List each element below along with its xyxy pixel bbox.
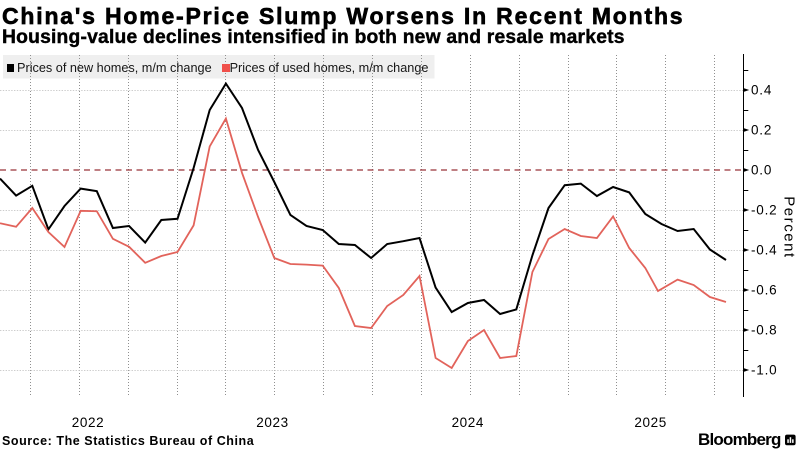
svg-text:0.4: 0.4 (751, 83, 772, 98)
svg-text:2024: 2024 (452, 415, 484, 430)
svg-text:-0.6: -0.6 (751, 283, 777, 298)
svg-text:2025: 2025 (634, 415, 666, 430)
svg-text:0.2: 0.2 (751, 123, 772, 138)
svg-text:-1.0: -1.0 (751, 363, 777, 378)
svg-text:0.0: 0.0 (751, 163, 772, 178)
svg-text:Percent: Percent (781, 196, 798, 259)
svg-text:-0.4: -0.4 (751, 243, 777, 258)
svg-text:2022: 2022 (72, 415, 104, 430)
svg-text:-0.2: -0.2 (751, 203, 777, 218)
svg-text:2023: 2023 (256, 415, 288, 430)
svg-text:-0.8: -0.8 (751, 323, 777, 338)
